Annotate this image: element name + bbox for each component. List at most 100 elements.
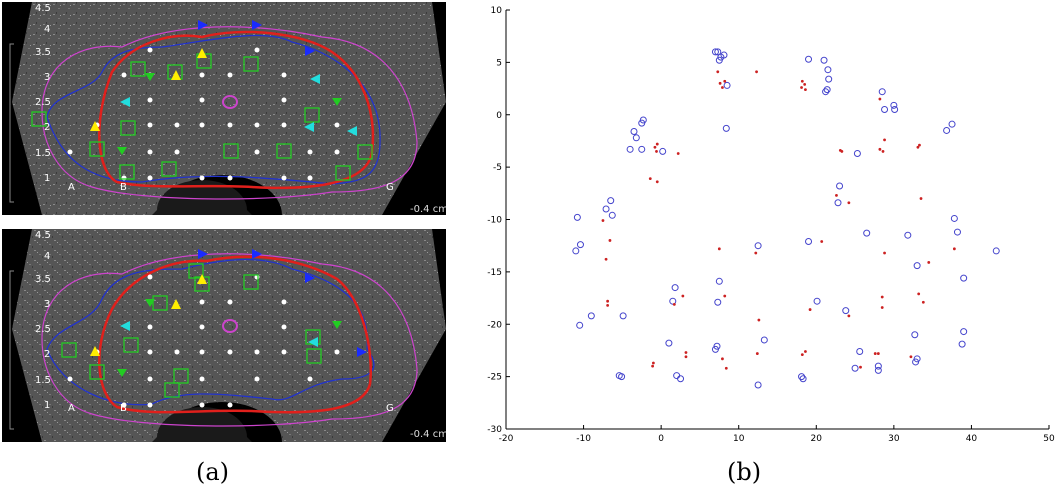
data-point-dot [800,79,804,83]
data-point-circle [576,321,584,329]
data-point-dot [804,88,807,92]
data-point-dot [716,70,720,74]
y-tick-label: 3 [44,72,50,83]
y-tick-label: 2.5 [35,97,51,108]
data-point-dot [881,150,885,153]
caption-b: (b) [727,458,762,486]
data-point-circle [711,48,719,56]
data-point-circle [958,340,966,348]
data-point-circle [723,81,731,89]
data-point-dot [717,247,721,251]
data-point-circle [824,66,832,74]
data-point-dot [755,70,758,74]
data-point-dot [724,366,728,370]
data-point-dot [919,197,923,200]
data-point-circle [760,336,768,344]
outer-contour [41,253,418,427]
data-point-dot [681,294,685,298]
y-tick-label: 2 [44,122,50,133]
data-point-dot [648,177,652,181]
x-tick-label: 20 [811,434,823,444]
data-point-circle [715,56,723,64]
data-point-dot [835,194,838,197]
data-point-dot [723,79,727,83]
y-tick-label: 1.5 [35,375,51,386]
ultrasound-image-area [12,229,446,442]
data-point-circle [638,119,646,127]
data-point-circle [573,213,581,221]
data-point-circle [799,375,807,383]
data-point-dot [917,292,921,296]
data-point-circle [677,375,685,383]
column-label-b: B [120,403,127,414]
data-point-dot [820,240,824,243]
data-point-circle [856,347,864,355]
y-tick-label: -25 [487,373,502,383]
data-point-circle [798,373,806,381]
y-tick-label: 4.5 [35,230,51,241]
x-tick-label: 30 [888,434,900,444]
data-point-circle [992,247,1000,255]
data-point-circle [671,284,679,292]
data-point-dot [800,353,804,357]
data-point-dot [840,150,844,153]
data-point-circle [950,214,958,222]
data-point-dot [808,308,812,311]
data-point-circle [659,147,667,155]
data-point-dot [918,143,921,147]
series-circles [572,48,1000,389]
data-point-dot [952,247,956,251]
inner-contour [46,34,381,185]
y-tick-label: 4 [44,24,50,35]
data-point-circle [587,312,595,320]
outer-contour [41,26,418,200]
data-point-circle [754,242,762,250]
column-label-a: A [68,182,75,193]
y-tick-label: -15 [487,268,502,278]
urethra-marker [222,319,238,333]
transducer-shadow [152,407,252,442]
data-point-circle [851,364,859,372]
y-tick-label: 3.5 [35,47,51,58]
data-point-circle [805,55,813,63]
data-point-dot [721,357,724,361]
y-tick-label: -5 [493,163,502,173]
column-label-g: G [386,403,394,414]
data-point-dot [927,261,931,264]
data-point-dot [803,82,807,86]
data-point-dot [606,299,610,303]
data-point-dot [755,352,759,355]
ultrasound-panel-bottom: 4.5 4 3.5 3 2.5 2 1.5 1 A B G -0.4 cm [2,229,446,442]
needle-squares [31,53,373,181]
data-point-circle [891,106,899,114]
y-tick-label: 1 [44,400,50,411]
data-point-dot [878,147,882,151]
data-point-dot [859,365,862,369]
data-point-dot [909,355,913,359]
y-tick-label: 3.5 [35,274,51,285]
data-point-circle [825,75,833,83]
data-point-circle [618,373,626,381]
data-point-circle [608,211,616,219]
data-point-circle [715,277,723,285]
y-axis-scale: 4.5 4 3.5 3 2.5 2 1.5 1 [9,3,51,203]
seed-markers [90,249,367,377]
y-tick-label: 1.5 [35,148,51,159]
y-tick-label: 4 [44,251,50,262]
data-point-circle [948,120,956,128]
column-label-g: G [386,182,394,193]
column-label-a: A [68,403,75,414]
y-tick-label: 1 [44,173,50,184]
y-tick-label: 2 [44,349,50,360]
data-point-dot [883,251,886,255]
data-point-circle [834,199,842,207]
y-tick-label: 3 [44,299,50,310]
ultrasound-panel-top: 4.5 4 3.5 3 2.5 2 1.5 1 A B G -0.4 cm [2,2,446,215]
needle-squares [61,263,322,398]
prostate-contour [98,255,372,414]
data-point-circle [714,48,722,56]
data-point-circle [904,231,912,239]
data-point-dot [757,318,761,322]
data-point-circle [913,262,921,270]
